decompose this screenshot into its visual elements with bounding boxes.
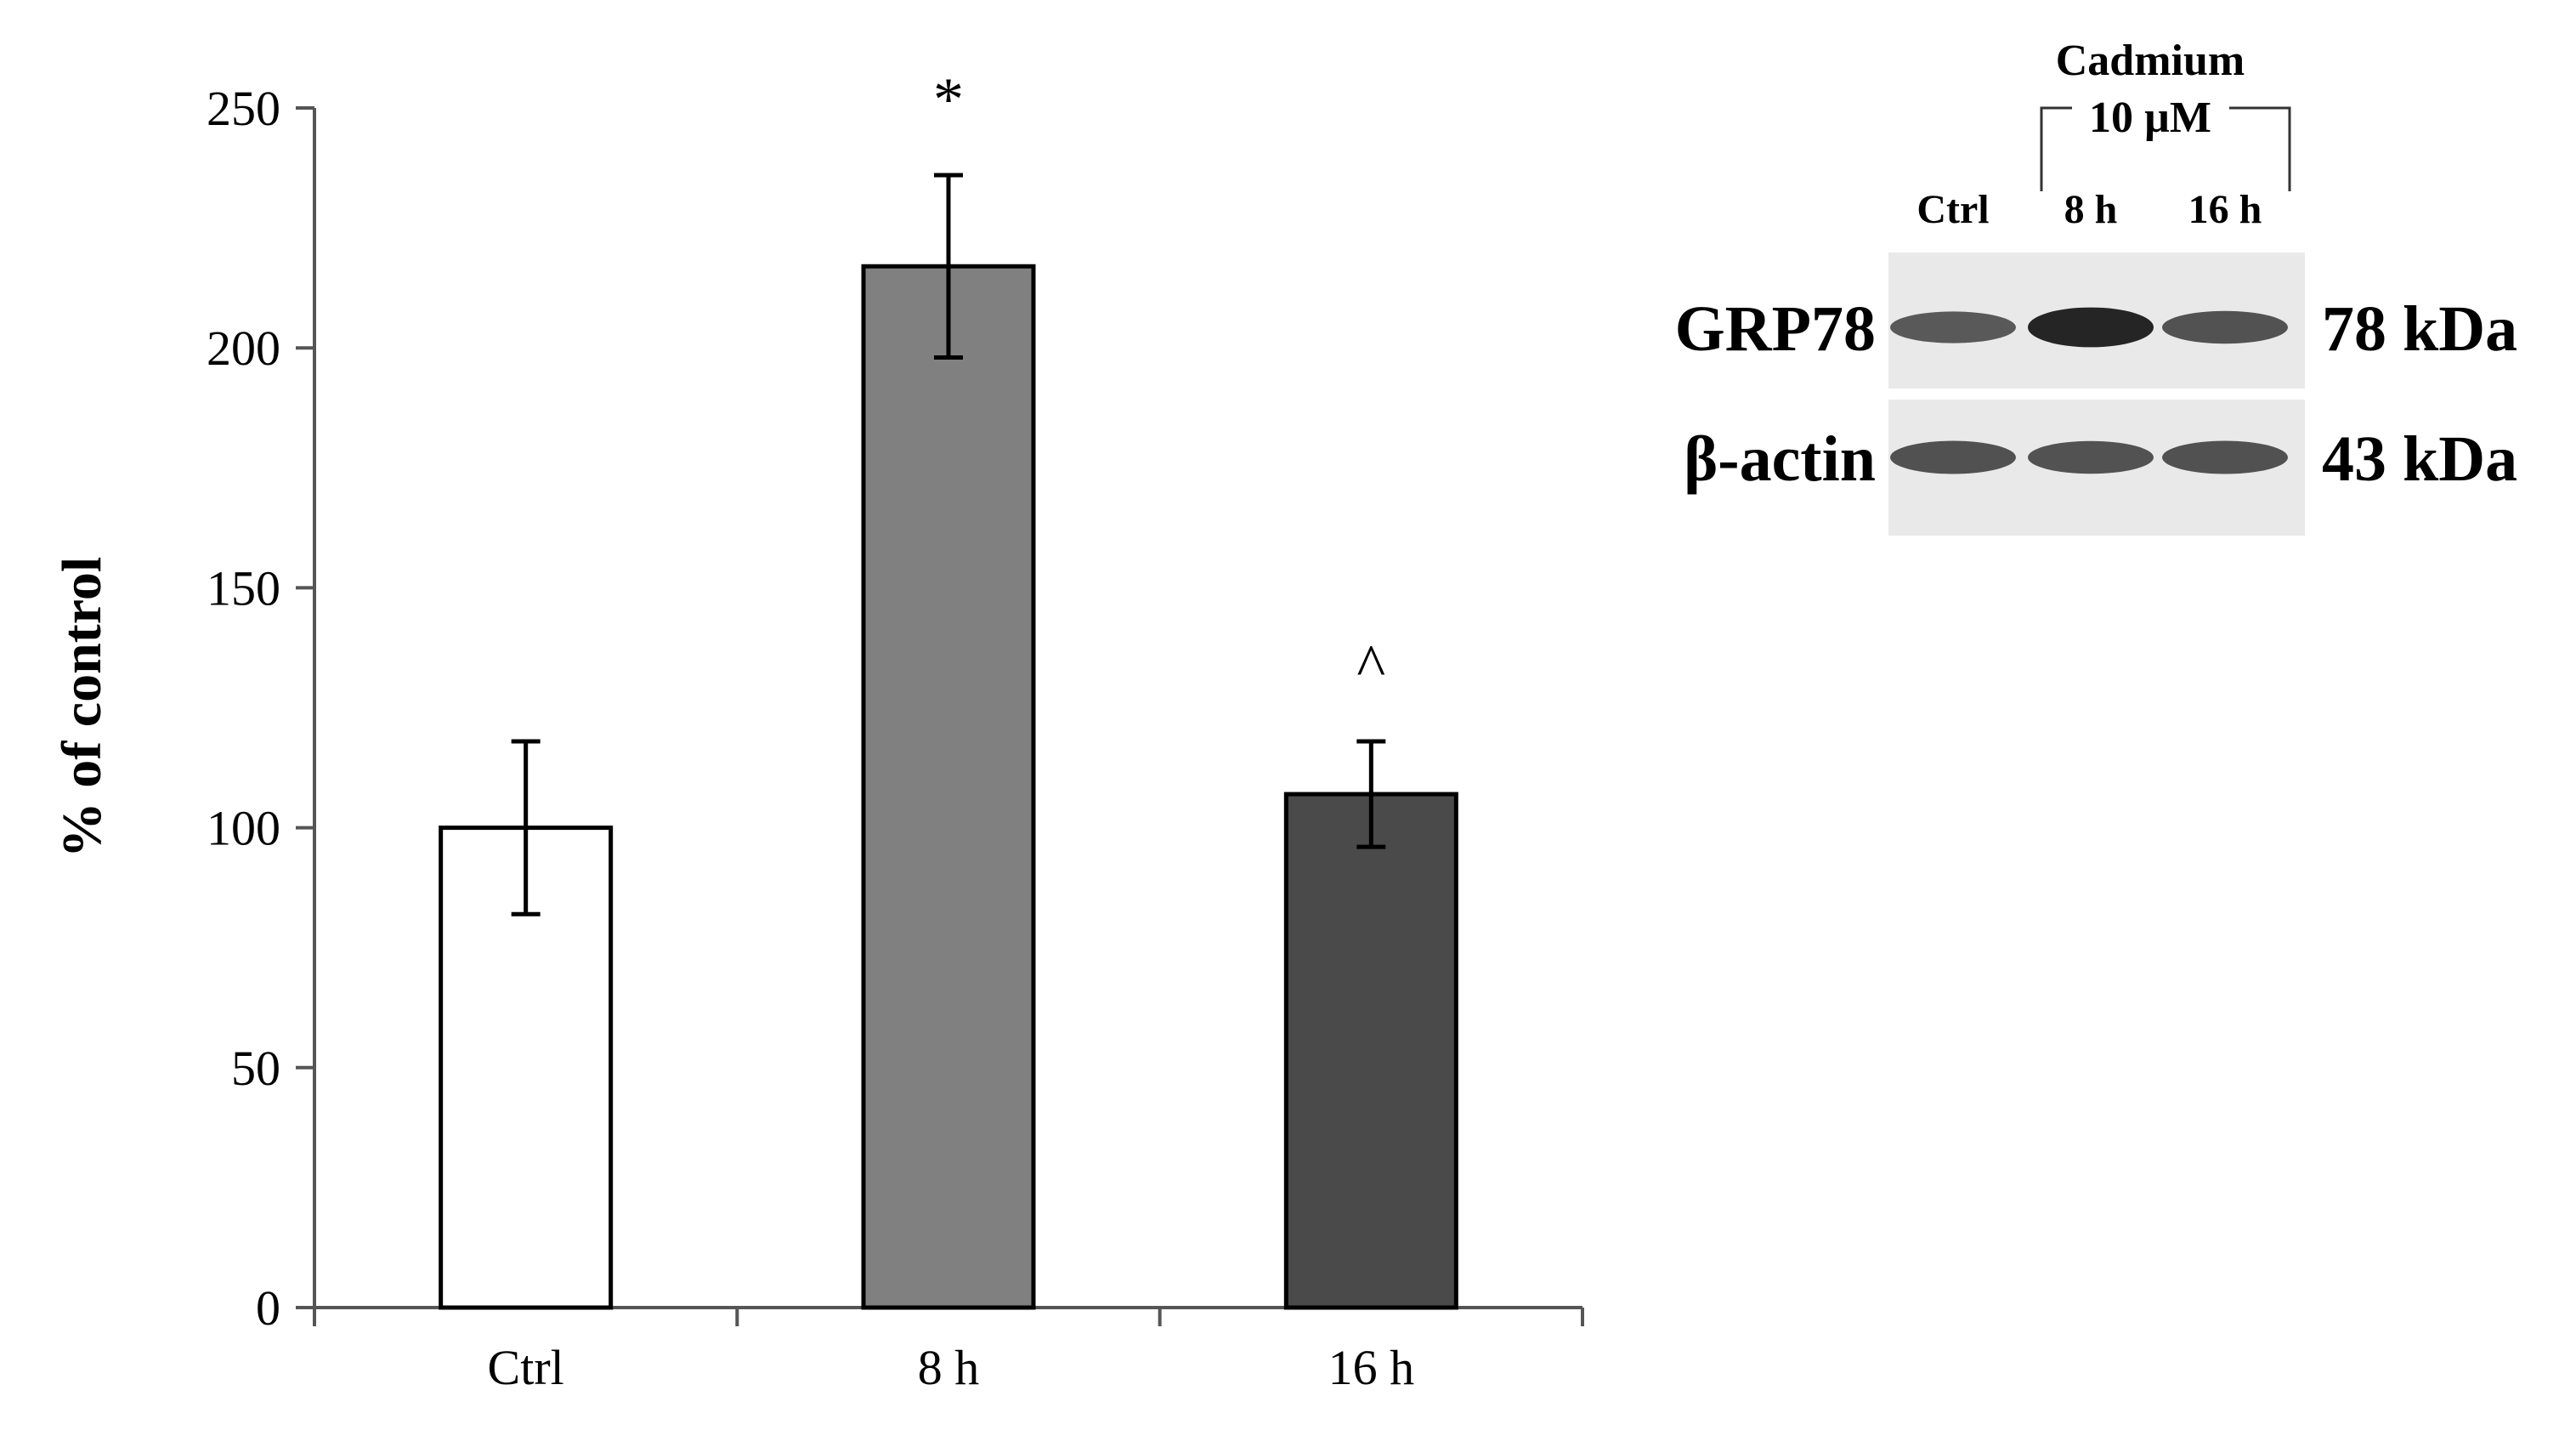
bars-group bbox=[439, 264, 1458, 1310]
significance-mark: ^ bbox=[1356, 632, 1385, 700]
x-tick-label: Ctrl bbox=[488, 1340, 564, 1395]
blot-protein-label: GRP78 bbox=[1675, 293, 1876, 365]
y-axis-label: % of control bbox=[51, 557, 113, 858]
significance-marks-group: *^ bbox=[933, 65, 1385, 700]
lane-label: 16 h bbox=[2188, 187, 2262, 232]
blot-row-labels-group: GRP78 78 kDa β-actin 43 kDa bbox=[1675, 293, 2518, 495]
error-bars-group bbox=[511, 173, 1386, 916]
significance-mark: * bbox=[933, 65, 964, 133]
blot-band bbox=[2162, 440, 2288, 474]
bar bbox=[1283, 792, 1458, 1310]
x-tick-label: 8 h bbox=[918, 1340, 980, 1395]
y-ticks-group: 0 50 100 150 200 250 bbox=[207, 81, 314, 1336]
y-tick-label: 100 bbox=[207, 801, 280, 856]
blot-size-label: 78 kDa bbox=[2322, 293, 2517, 365]
blot-treatment-label: Cadmium bbox=[2056, 37, 2245, 85]
y-tick-label: 0 bbox=[256, 1280, 280, 1336]
blot-concentration-label: 10 µM bbox=[2089, 94, 2211, 142]
y-tick-label: 250 bbox=[207, 81, 280, 136]
y-tick-label: 150 bbox=[207, 560, 280, 616]
treatment-bracket bbox=[2040, 106, 2291, 191]
blot-protein-label: β-actin bbox=[1684, 423, 1876, 495]
blot-band bbox=[2028, 307, 2154, 348]
lane-label: Ctrl bbox=[1916, 187, 1989, 232]
lane-label: 8 h bbox=[2064, 187, 2118, 232]
y-tick-label: 200 bbox=[207, 321, 280, 376]
x-ticks-group: Ctrl 8 h 16 h bbox=[313, 1308, 1584, 1395]
x-tick-label: 16 h bbox=[1328, 1340, 1415, 1395]
blot-band bbox=[1890, 440, 2016, 474]
y-tick-label: 50 bbox=[231, 1041, 280, 1096]
bar bbox=[861, 264, 1036, 1310]
western-blot-panel: Cadmium 10 µM Ctrl 8 h 16 h GRP78 78 kDa β-a… bbox=[1675, 37, 2518, 536]
blot-size-label: 43 kDa bbox=[2322, 423, 2517, 495]
blot-band bbox=[2162, 310, 2288, 344]
blot-membranes-group bbox=[1888, 253, 2305, 536]
blot-band bbox=[1890, 311, 2016, 343]
lane-labels-group: Ctrl 8 h 16 h bbox=[1916, 187, 2262, 232]
blot-band bbox=[2028, 440, 2154, 474]
